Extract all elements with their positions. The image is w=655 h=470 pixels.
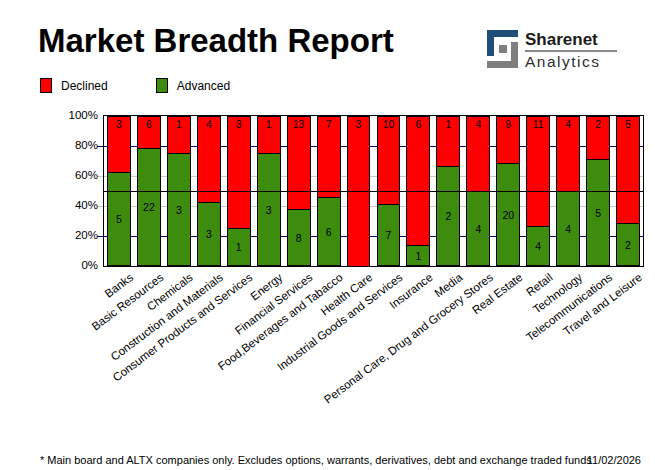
legend-item-advanced: Advanced xyxy=(156,78,230,93)
declined-count: 5 xyxy=(617,118,639,130)
advanced-count: 20 xyxy=(502,209,514,221)
declined-segment: 9 xyxy=(496,116,520,163)
declined-count: 1 xyxy=(437,118,459,130)
declined-count: 4 xyxy=(198,118,220,130)
declined-segment: 13 xyxy=(287,116,311,209)
advanced-count: 8 xyxy=(296,232,302,244)
declined-count: 13 xyxy=(288,118,310,130)
declined-segment: 7 xyxy=(317,116,341,197)
logo-text: Sharenet Analytics xyxy=(525,30,617,70)
declined-count: 6 xyxy=(407,118,429,130)
fifty-percent-reference-line xyxy=(104,191,643,192)
declined-count: 4 xyxy=(557,118,579,130)
advanced-count: 22 xyxy=(143,201,155,213)
advanced-segment: 1 xyxy=(406,245,430,266)
declined-segment: 1 xyxy=(257,116,281,153)
y-axis-label-80: 80% xyxy=(75,139,98,151)
declined-count: 6 xyxy=(138,118,160,130)
advanced-segment: 6 xyxy=(317,197,341,266)
advanced-segment: 4 xyxy=(466,191,490,266)
declined-count: 1 xyxy=(258,118,280,130)
legend-swatch-declined-icon xyxy=(40,78,52,93)
advanced-segment: 3 xyxy=(257,153,281,266)
advanced-segment: 7 xyxy=(377,204,401,266)
declined-segment: 2 xyxy=(586,116,610,159)
advanced-segment: 22 xyxy=(137,148,161,266)
legend-swatch-advanced-icon xyxy=(156,78,168,93)
plot-area: 3562213433113138763107611244920114442552 xyxy=(103,115,644,267)
sharenet-logo: Sharenet Analytics xyxy=(487,30,617,72)
advanced-count: 4 xyxy=(535,240,541,252)
stacked-bar-chart: 3562213433113138763107611244920114442552 xyxy=(103,115,642,265)
chart-legend: Declined Advanced xyxy=(40,78,230,93)
y-axis-label-0: 0% xyxy=(81,259,98,271)
declined-count: 11 xyxy=(527,118,549,130)
declined-segment: 1 xyxy=(167,116,191,153)
declined-segment: 4 xyxy=(466,116,490,191)
advanced-count: 2 xyxy=(445,210,451,222)
advanced-segment: 5 xyxy=(586,159,610,266)
report-date: 11/02/2026 xyxy=(587,454,641,466)
advanced-count: 5 xyxy=(116,213,122,225)
advanced-count: 7 xyxy=(386,229,392,241)
declined-segment: 4 xyxy=(556,116,580,191)
advanced-count: 1 xyxy=(415,250,421,262)
advanced-segment: 3 xyxy=(167,153,191,266)
advanced-segment: 8 xyxy=(287,209,311,266)
declined-segment: 3 xyxy=(107,116,131,172)
legend-item-declined: Declined xyxy=(40,78,108,93)
market-breadth-report-page: Market Breadth Report Sharenet Analytics… xyxy=(0,0,655,470)
advanced-count: 3 xyxy=(176,204,182,216)
declined-count: 3 xyxy=(348,118,370,130)
advanced-segment: 4 xyxy=(556,191,580,266)
advanced-segment: 2 xyxy=(616,223,640,266)
declined-segment: 6 xyxy=(137,116,161,148)
declined-segment: 11 xyxy=(526,116,550,226)
declined-count: 2 xyxy=(587,118,609,130)
y-axis-label-20: 20% xyxy=(75,229,98,241)
logo-line1: Sharenet xyxy=(525,30,617,49)
y-axis-label-40: 40% xyxy=(75,199,98,211)
declined-segment: 1 xyxy=(436,116,460,166)
advanced-count: 4 xyxy=(475,223,481,235)
advanced-count: 3 xyxy=(206,228,212,240)
declined-count: 9 xyxy=(497,118,519,130)
declined-segment: 5 xyxy=(616,116,640,223)
legend-label-advanced: Advanced xyxy=(177,79,230,93)
legend-label-declined: Declined xyxy=(61,79,108,93)
page-title: Market Breadth Report xyxy=(38,22,394,60)
advanced-segment: 3 xyxy=(197,202,221,266)
declined-segment: 4 xyxy=(197,116,221,202)
logo-divider xyxy=(525,50,617,52)
declined-count: 3 xyxy=(228,118,250,130)
advanced-count: 1 xyxy=(236,241,242,253)
advanced-count: 2 xyxy=(625,239,631,251)
declined-count: 10 xyxy=(378,118,400,130)
advanced-count: 6 xyxy=(326,226,332,238)
advanced-count: 4 xyxy=(565,223,571,235)
declined-segment: 6 xyxy=(406,116,430,245)
declined-segment: 3 xyxy=(227,116,251,228)
declined-count: 3 xyxy=(108,118,130,130)
logo-line2: Analytics xyxy=(525,53,617,70)
declined-count: 4 xyxy=(467,118,489,130)
declined-count: 7 xyxy=(318,118,340,130)
y-axis-label-100: 100% xyxy=(69,109,98,121)
footnote: * Main board and ALTX companies only. Ex… xyxy=(40,454,592,466)
advanced-segment: 4 xyxy=(526,226,550,266)
sharenet-logo-icon xyxy=(487,30,518,72)
advanced-segment: 1 xyxy=(227,228,251,266)
advanced-segment: 20 xyxy=(496,163,520,266)
advanced-segment: 2 xyxy=(436,166,460,266)
advanced-segment: 5 xyxy=(107,172,131,266)
declined-count: 1 xyxy=(168,118,190,130)
y-axis-label-60: 60% xyxy=(75,169,98,181)
advanced-count: 5 xyxy=(595,207,601,219)
advanced-count: 3 xyxy=(266,204,272,216)
